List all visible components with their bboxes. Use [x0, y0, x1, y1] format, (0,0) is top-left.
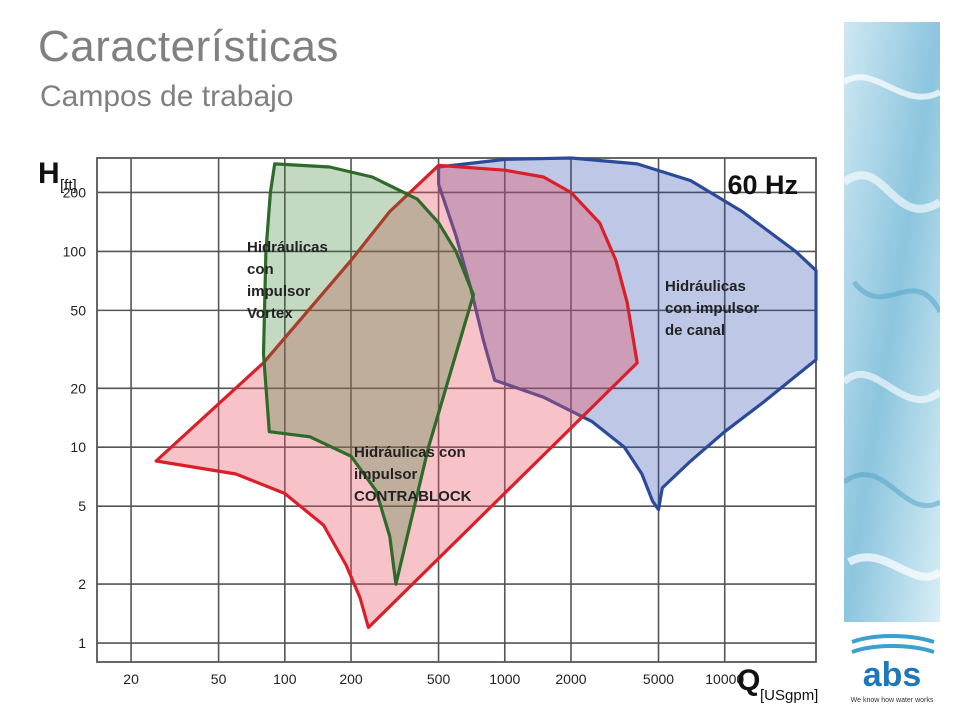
frequency-label: 60 Hz: [727, 170, 798, 200]
plot-frame: [96, 157, 817, 663]
y-tick-label: 100: [63, 243, 87, 259]
x-tick-label: 2000: [555, 671, 586, 687]
series-label-line: impulsor: [354, 466, 418, 483]
series-label-line: Hidráulicas con: [354, 444, 466, 461]
y-axis-unit: [ft]: [60, 177, 77, 194]
series-label-line: Hidráulicas: [247, 239, 328, 256]
y-tick-label: 200: [63, 184, 87, 200]
x-tick-label: 20: [123, 671, 139, 687]
x-axis-unit: [USgpm]: [760, 687, 818, 704]
y-tick-label: 20: [70, 380, 86, 396]
page-title: Características: [38, 22, 339, 71]
series-label-line: con impulsor: [665, 300, 759, 317]
series-label-line: impulsor: [247, 283, 311, 300]
x-tick-label: 500: [427, 671, 451, 687]
series-label-1: Hidráulicas con impulsor CONTRABLOCK: [354, 444, 472, 505]
water-texture-image: [844, 22, 940, 622]
y-tick-label: 10: [70, 439, 86, 455]
x-axis-symbol: Q: [737, 664, 760, 697]
series-label-line: de canal: [665, 322, 725, 339]
y-tick-label: 1: [78, 635, 86, 651]
series-label-line: CONTRABLOCK: [354, 488, 472, 505]
series-area-1: [154, 163, 639, 630]
series-label-2: Hidráulicas con impulsor Vortex: [247, 239, 328, 322]
x-tick-label: 100: [273, 671, 297, 687]
x-tick-label: 10000: [705, 671, 744, 687]
series-label-line: Hidráulicas: [665, 278, 746, 295]
y-tick-label: 5: [78, 498, 86, 514]
y-axis-symbol: H: [38, 157, 60, 190]
series-area-2: [261, 162, 475, 586]
page-subtitle: Campos de trabajo: [40, 80, 294, 113]
y-tick-label: 2: [78, 576, 86, 592]
logo-tagline: We know how water works: [851, 697, 934, 704]
x-tick-label: 5000: [643, 671, 674, 687]
series-label-line: Vortex: [247, 305, 293, 322]
x-tick-label: 200: [339, 671, 363, 687]
abs-logo: abs We know how water works: [851, 634, 935, 704]
y-tick-label: 50: [70, 302, 86, 318]
x-tick-label: 50: [211, 671, 227, 687]
logo-text: abs: [863, 656, 922, 694]
series-label-0: Hidráulicas con impulsor de canal: [665, 278, 759, 339]
series-area-0: [437, 156, 818, 512]
series-label-line: con: [247, 261, 274, 278]
x-tick-label: 1000: [489, 671, 520, 687]
